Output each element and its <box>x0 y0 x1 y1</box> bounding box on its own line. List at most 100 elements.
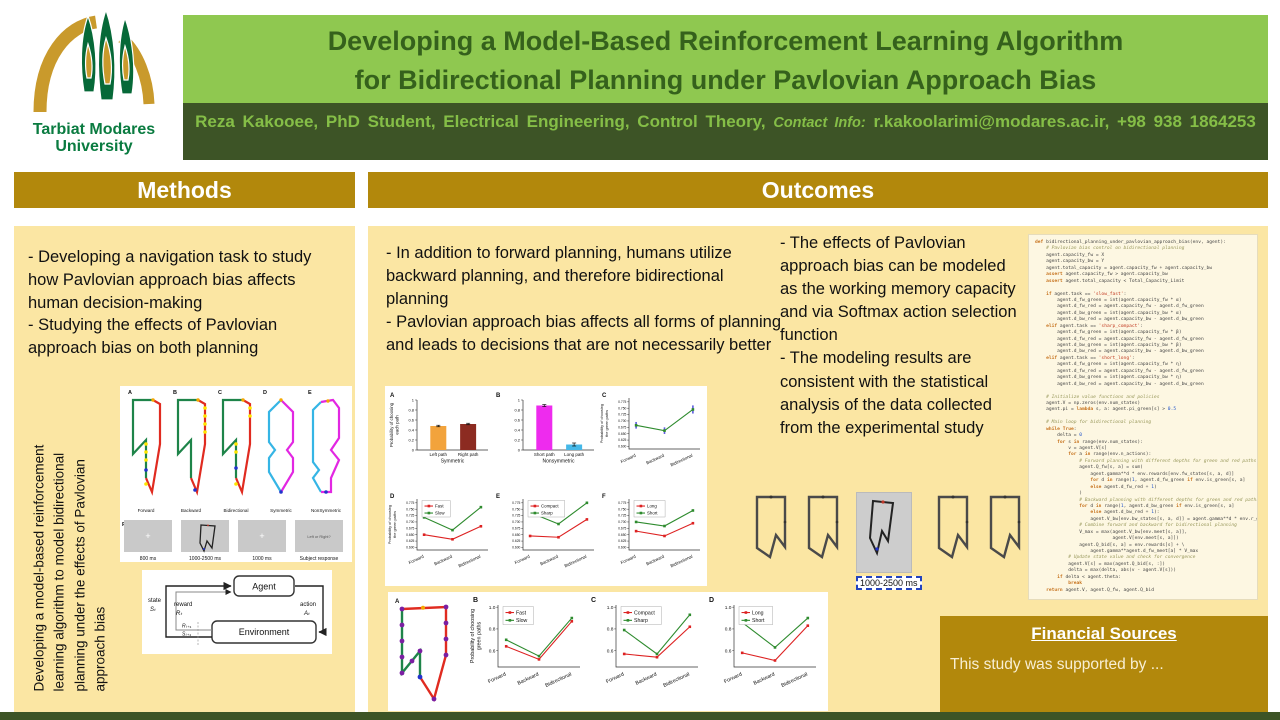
svg-text:Slow: Slow <box>435 511 445 516</box>
svg-text:Backward: Backward <box>181 508 202 513</box>
code-line: agent.d_fw_red = agent.capacity_fw - age… <box>1035 368 1204 374</box>
code-line: agent.gamma**agent.d_fw_meet[a] * V_max <box>1035 549 1199 554</box>
code-line: agent.V[env.meet[s, a]]) <box>1035 536 1179 542</box>
svg-text:800 ms: 800 ms <box>140 556 157 562</box>
outcomes-mid-bullets: - In addition to forward planning, human… <box>386 242 784 357</box>
svg-text:Backward: Backward <box>753 672 776 687</box>
code-line: agent.gamma**d * env.rewards[env.fw_stat… <box>1035 471 1235 477</box>
code-line: if agent.task == 'slow_fast': <box>1046 291 1127 297</box>
methods-heading-text: Methods <box>137 176 232 203</box>
code-line: agent.d_bw_green = int(agent.capacity_bw… <box>1035 310 1182 316</box>
contact-value: r.kakoolarimi@modares.ac.ir, +98 938 186… <box>873 112 1256 131</box>
university-name: Tarbiat Modares University <box>8 121 180 155</box>
code-line: for d in range(1, agent.d_fw_green if en… <box>1090 478 1246 484</box>
svg-text:Backward: Backward <box>517 672 540 687</box>
svg-text:Forward: Forward <box>620 554 637 566</box>
methods-panel: - Developing a navigation task to study … <box>14 226 355 713</box>
code-line: agent.d_fw_red = agent.capacity_fw - age… <box>1035 336 1204 342</box>
svg-text:Bidirectional: Bidirectional <box>223 508 248 513</box>
svg-text:0.750: 0.750 <box>618 507 626 511</box>
svg-text:Backward: Backward <box>645 554 665 567</box>
university-name-line1: Tarbiat Modares <box>32 121 156 138</box>
outcomes-right-bullet-1: - The effects of Pavlovian approach bias… <box>780 234 1017 345</box>
svg-text:0.725: 0.725 <box>618 514 626 518</box>
code-line: v = agent.V[s] <box>1035 446 1107 451</box>
maze-sequence-icon <box>934 492 974 571</box>
university-name-line2: University <box>55 138 133 155</box>
code-line: elif agent.task == 'short_long': <box>1046 355 1135 361</box>
svg-text:0.2: 0.2 <box>408 437 414 442</box>
svg-text:Forward: Forward <box>620 453 637 465</box>
outcomes-right-bullet-2: - The modeling results are consistent wi… <box>780 349 992 437</box>
maze-sequence-icon <box>986 492 1026 571</box>
svg-text:Bidirectional: Bidirectional <box>564 554 588 569</box>
agent-box <box>233 575 295 597</box>
code-line: agent.Q_fw[s, a] = sum( <box>1035 465 1143 471</box>
code-line: # Forward planning with different depths… <box>1035 458 1257 464</box>
svg-text:0.625: 0.625 <box>618 438 626 442</box>
code-line: for s in range(env.num_states): <box>1057 439 1143 445</box>
svg-text:0.6: 0.6 <box>607 648 614 654</box>
svg-text:0.600: 0.600 <box>618 546 626 550</box>
svg-text:NonSymmetric: NonSymmetric <box>311 508 342 513</box>
environment-box <box>211 620 317 644</box>
svg-text:0.750: 0.750 <box>406 507 414 511</box>
svg-text:0.650: 0.650 <box>406 533 414 537</box>
svg-text:0.775: 0.775 <box>512 501 520 505</box>
svg-text:Backward: Backward <box>645 453 665 466</box>
figure1-panel-E: E 0.600 0.625 0.650 0.675 0.700 0.725 0.750 0.77… <box>493 489 599 590</box>
code-line: break <box>1068 581 1083 587</box>
svg-text:0.700: 0.700 <box>512 520 520 524</box>
svg-text:0.600: 0.600 <box>512 546 520 550</box>
svg-text:0.650: 0.650 <box>512 533 520 537</box>
svg-text:0.675: 0.675 <box>618 425 626 429</box>
svg-text:1: 1 <box>412 397 415 402</box>
maze-sequence-row: 1000-2500 ms <box>752 492 1020 592</box>
outcomes-panel: - In addition to forward planning, human… <box>368 226 1268 713</box>
code-line: agent.capacity_fw = X <box>1035 252 1105 258</box>
code-line: agent.pi = lambda s, a: agent.pi_green[s… <box>1035 407 1177 413</box>
svg-text:Bidirectional: Bidirectional <box>458 554 482 569</box>
svg-text:Forward: Forward <box>723 672 743 686</box>
svg-text:0.675: 0.675 <box>618 526 626 530</box>
results-figure-1: A 0 0.2 0.4 0.6 0.8 1 Left path Right path Symmet… <box>385 386 707 586</box>
code-line: else agent.d_fw_red + 1) <box>1090 484 1157 490</box>
svg-text:Backward: Backward <box>539 554 559 567</box>
svg-text:Forward: Forward <box>514 554 531 566</box>
code-line: agent.d_bw_red = agent.capacity_bw - age… <box>1035 317 1204 323</box>
svg-text:+: + <box>259 531 264 541</box>
svg-text:B: B <box>473 597 478 604</box>
code-line: if delta < agent.theta: <box>1057 574 1121 580</box>
svg-text:0.6: 0.6 <box>514 417 520 422</box>
svg-text:0.700: 0.700 <box>406 520 414 524</box>
code-line: delta = max(delta, abs(v - agent.V[s])) <box>1035 568 1177 574</box>
svg-text:the green paths: the green paths <box>604 410 609 437</box>
financial-heading: Financial Sources <box>1031 624 1177 643</box>
outcomes-header: Outcomes <box>368 172 1268 208</box>
code-line: agent.capacity_bw = Y <box>1035 259 1105 265</box>
code-line: ) <box>1035 491 1083 497</box>
svg-text:Probability of choosing: Probability of choosing <box>387 505 392 544</box>
figure1-panel-D: D 0.600 0.625 0.650 0.675 0.700 0.725 0.750 0.77… <box>387 489 493 590</box>
svg-text:Sharp: Sharp <box>634 618 648 624</box>
svg-text:Left path: Left path <box>430 452 448 457</box>
svg-text:Compact: Compact <box>634 610 655 616</box>
svg-text:0.6: 0.6 <box>408 417 414 422</box>
outcomes-mid-bullet-1: - In addition to forward planning, human… <box>386 244 732 309</box>
svg-text:0.750: 0.750 <box>512 507 520 511</box>
code-line: agent.d_fw_green = int(agent.capacity_fw… <box>1035 330 1182 336</box>
svg-text:C: C <box>591 597 596 604</box>
figure2-panel-C: C 0.6 0.8 1.0 Forward Backward Bidirectional Co… <box>588 593 706 714</box>
svg-text:Long: Long <box>752 610 764 616</box>
poster-title-line2: for Bidirectional Planning under Pavlovi… <box>354 65 1097 95</box>
author-banner: Reza Kakooee, PhD Student, Electrical En… <box>183 103 1268 160</box>
figure2-panel-D: D 0.6 0.8 1.0 Forward Backward Bidirectional Lo… <box>706 593 824 714</box>
svg-text:0.8: 0.8 <box>489 627 496 633</box>
svg-text:D: D <box>709 597 714 604</box>
svg-text:0.2: 0.2 <box>514 437 520 442</box>
svg-text:Forward: Forward <box>605 672 625 686</box>
svg-text:reward: reward <box>174 602 192 608</box>
svg-text:Symmetric: Symmetric <box>270 508 292 513</box>
svg-text:Bidirectional: Bidirectional <box>670 554 694 569</box>
svg-text:+: + <box>145 531 150 541</box>
